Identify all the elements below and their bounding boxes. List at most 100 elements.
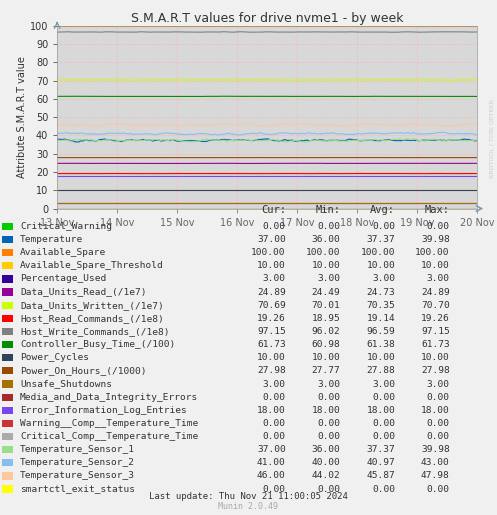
Text: 60.98: 60.98 (312, 340, 340, 349)
Text: 0.00: 0.00 (427, 432, 450, 441)
Text: Cur:: Cur: (261, 205, 286, 215)
Text: 27.77: 27.77 (312, 366, 340, 375)
Text: 100.00: 100.00 (415, 248, 450, 257)
Text: 24.89: 24.89 (257, 287, 286, 297)
Text: Available_Spare: Available_Spare (20, 248, 106, 257)
Text: 61.73: 61.73 (421, 340, 450, 349)
Text: 0.00: 0.00 (372, 485, 395, 493)
Text: 0.00: 0.00 (318, 419, 340, 428)
Text: 97.15: 97.15 (257, 327, 286, 336)
Text: 0.00: 0.00 (427, 419, 450, 428)
Text: 96.02: 96.02 (312, 327, 340, 336)
Text: 70.01: 70.01 (312, 301, 340, 310)
Text: 0.00: 0.00 (318, 222, 340, 231)
Text: 27.98: 27.98 (257, 366, 286, 375)
Text: Min:: Min: (316, 205, 340, 215)
Text: 10.00: 10.00 (421, 353, 450, 362)
Text: 3.00: 3.00 (372, 380, 395, 388)
Text: 100.00: 100.00 (306, 248, 340, 257)
Text: 24.73: 24.73 (366, 287, 395, 297)
Text: Warning__Comp__Temperature_Time: Warning__Comp__Temperature_Time (20, 419, 198, 428)
Text: 36.00: 36.00 (312, 445, 340, 454)
Text: 70.70: 70.70 (421, 301, 450, 310)
Text: 37.37: 37.37 (366, 235, 395, 244)
Text: 3.00: 3.00 (427, 380, 450, 388)
Text: 10.00: 10.00 (312, 353, 340, 362)
Text: 18.95: 18.95 (312, 314, 340, 323)
Text: 0.00: 0.00 (372, 419, 395, 428)
Text: 46.00: 46.00 (257, 471, 286, 480)
Text: 27.88: 27.88 (366, 366, 395, 375)
Text: Unsafe_Shutdowns: Unsafe_Shutdowns (20, 380, 112, 388)
Text: Last update: Thu Nov 21 11:00:05 2024: Last update: Thu Nov 21 11:00:05 2024 (149, 492, 348, 501)
Text: Host_Read_Commands_(/1e8): Host_Read_Commands_(/1e8) (20, 314, 164, 323)
Text: Temperature_Sensor_2: Temperature_Sensor_2 (20, 458, 135, 467)
Text: Max:: Max: (425, 205, 450, 215)
Text: Critical_Comp__Temperature_Time: Critical_Comp__Temperature_Time (20, 432, 198, 441)
Text: Avg:: Avg: (370, 205, 395, 215)
Text: 97.15: 97.15 (421, 327, 450, 336)
Text: 37.00: 37.00 (257, 445, 286, 454)
Text: 40.97: 40.97 (366, 458, 395, 467)
Text: 3.00: 3.00 (372, 274, 395, 283)
Text: Critical_Warning: Critical_Warning (20, 222, 112, 231)
Text: Temperature_Sensor_3: Temperature_Sensor_3 (20, 471, 135, 480)
Text: 0.00: 0.00 (427, 222, 450, 231)
Text: 0.00: 0.00 (427, 485, 450, 493)
Text: 70.69: 70.69 (257, 301, 286, 310)
Text: 18.00: 18.00 (421, 406, 450, 415)
Text: 3.00: 3.00 (263, 380, 286, 388)
Text: Munin 2.0.49: Munin 2.0.49 (219, 502, 278, 511)
Text: 3.00: 3.00 (318, 274, 340, 283)
Text: 10.00: 10.00 (366, 261, 395, 270)
Text: 45.87: 45.87 (366, 471, 395, 480)
Text: Power_On_Hours_(/1000): Power_On_Hours_(/1000) (20, 366, 147, 375)
Text: 10.00: 10.00 (421, 261, 450, 270)
Text: 27.98: 27.98 (421, 366, 450, 375)
Text: 47.98: 47.98 (421, 471, 450, 480)
Text: 39.98: 39.98 (421, 445, 450, 454)
Text: 18.00: 18.00 (312, 406, 340, 415)
Text: 0.00: 0.00 (372, 222, 395, 231)
Text: 3.00: 3.00 (318, 380, 340, 388)
Text: 41.00: 41.00 (257, 458, 286, 467)
Text: 44.02: 44.02 (312, 471, 340, 480)
Text: 36.00: 36.00 (312, 235, 340, 244)
Text: 0.00: 0.00 (263, 432, 286, 441)
Text: 0.00: 0.00 (263, 222, 286, 231)
Title: S.M.A.R.T values for drive nvme1 - by week: S.M.A.R.T values for drive nvme1 - by we… (131, 11, 404, 25)
Text: 3.00: 3.00 (263, 274, 286, 283)
Text: 10.00: 10.00 (312, 261, 340, 270)
Text: Data_Units_Written_(/1e7): Data_Units_Written_(/1e7) (20, 301, 164, 310)
Text: 100.00: 100.00 (251, 248, 286, 257)
Text: Power_Cycles: Power_Cycles (20, 353, 89, 362)
Text: 24.89: 24.89 (421, 287, 450, 297)
Text: 10.00: 10.00 (257, 353, 286, 362)
Text: 0.00: 0.00 (372, 392, 395, 402)
Text: 0.00: 0.00 (263, 419, 286, 428)
Text: 61.38: 61.38 (366, 340, 395, 349)
Text: Media_and_Data_Integrity_Errors: Media_and_Data_Integrity_Errors (20, 392, 198, 402)
Text: 96.59: 96.59 (366, 327, 395, 336)
Text: Host_Write_Commands_(/1e8): Host_Write_Commands_(/1e8) (20, 327, 169, 336)
Text: 37.00: 37.00 (257, 235, 286, 244)
Text: 0.00: 0.00 (263, 485, 286, 493)
Text: RRDTOOL / TOBI OETKER: RRDTOOL / TOBI OETKER (490, 99, 495, 179)
Text: 100.00: 100.00 (361, 248, 395, 257)
Text: Percentage_Used: Percentage_Used (20, 274, 106, 283)
Text: Controller_Busy_Time_(/100): Controller_Busy_Time_(/100) (20, 340, 175, 349)
Text: 0.00: 0.00 (318, 392, 340, 402)
Text: 0.00: 0.00 (372, 432, 395, 441)
Text: 19.26: 19.26 (257, 314, 286, 323)
Text: Temperature: Temperature (20, 235, 83, 244)
Text: 0.00: 0.00 (318, 485, 340, 493)
Text: 39.98: 39.98 (421, 235, 450, 244)
Text: 0.00: 0.00 (427, 392, 450, 402)
Text: 0.00: 0.00 (318, 432, 340, 441)
Text: 40.00: 40.00 (312, 458, 340, 467)
Text: smartctl_exit_status: smartctl_exit_status (20, 485, 135, 493)
Text: Data_Units_Read_(/1e7): Data_Units_Read_(/1e7) (20, 287, 147, 297)
Text: 18.00: 18.00 (366, 406, 395, 415)
Text: 24.49: 24.49 (312, 287, 340, 297)
Text: Available_Spare_Threshold: Available_Spare_Threshold (20, 261, 164, 270)
